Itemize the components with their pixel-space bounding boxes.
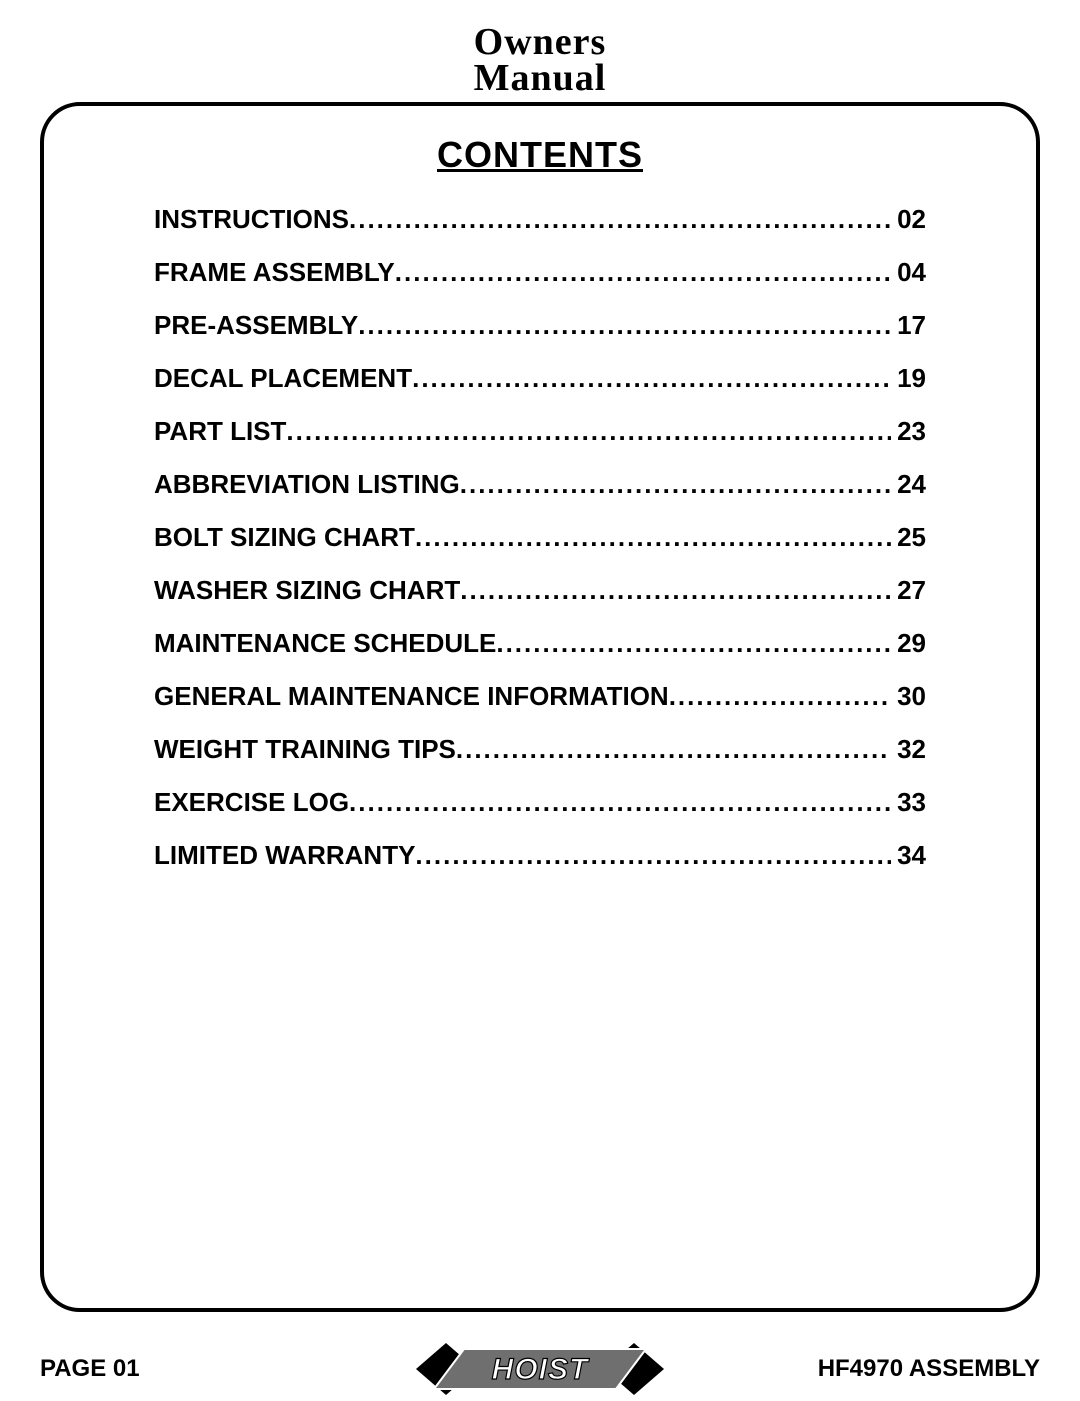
hoist-logo-icon: HOIST (410, 1337, 670, 1401)
toc-label: DECAL PLACEMENT (154, 363, 412, 394)
toc-label: MAINTENANCE SCHEDULE (154, 628, 496, 659)
footer-logo: HOIST (410, 1337, 670, 1401)
toc-row: PART LIST 23 (154, 416, 926, 447)
header-line2: Manual (40, 60, 1040, 96)
content-frame: CONTENTS INSTRUCTIONS 02 FRAME ASSEMBLY … (40, 102, 1040, 1312)
page: Owners Manual CONTENTS INSTRUCTIONS 02 F… (0, 0, 1080, 1397)
toc-page: 04 (891, 257, 926, 288)
toc-dots (460, 469, 891, 500)
toc-label: WASHER SIZING CHART (154, 575, 460, 606)
toc-row: PRE-ASSEMBLY 17 (154, 310, 926, 341)
toc-dots (286, 416, 891, 447)
toc-dots (358, 310, 891, 341)
toc-dots (456, 734, 891, 765)
toc-dots (460, 575, 891, 606)
toc-dots (395, 257, 891, 288)
toc-page: 34 (891, 840, 926, 871)
toc-label: INSTRUCTIONS (154, 204, 349, 235)
toc-row: WEIGHT TRAINING TIPS 32 (154, 734, 926, 765)
toc-dots (412, 363, 891, 394)
toc-row: EXERCISE LOG 33 (154, 787, 926, 818)
toc-page: 27 (891, 575, 926, 606)
toc-dots (415, 840, 891, 871)
contents-title: CONTENTS (104, 134, 976, 176)
toc-page: 32 (891, 734, 926, 765)
toc-row: MAINTENANCE SCHEDULE 29 (154, 628, 926, 659)
toc-page: 19 (891, 363, 926, 394)
toc-label: PART LIST (154, 416, 286, 447)
table-of-contents: INSTRUCTIONS 02 FRAME ASSEMBLY 04 PRE-AS… (154, 204, 926, 871)
toc-row: DECAL PLACEMENT 19 (154, 363, 926, 394)
toc-dots (415, 522, 891, 553)
toc-label: GENERAL MAINTENANCE INFORMATION (154, 681, 669, 712)
toc-dots (669, 681, 891, 712)
toc-page: 23 (891, 416, 926, 447)
toc-label: PRE-ASSEMBLY (154, 310, 358, 341)
toc-dots (496, 628, 891, 659)
toc-page: 33 (891, 787, 926, 818)
toc-label: LIMITED WARRANTY (154, 840, 415, 871)
toc-label: ABBREVIATION LISTING (154, 469, 460, 500)
toc-row: INSTRUCTIONS 02 (154, 204, 926, 235)
toc-row: FRAME ASSEMBLY 04 (154, 257, 926, 288)
footer-assembly-id: HF4970 ASSEMBLY (818, 1355, 1040, 1383)
toc-page: 25 (891, 522, 926, 553)
toc-page: 29 (891, 628, 926, 659)
toc-row: ABBREVIATION LISTING 24 (154, 469, 926, 500)
footer-page-number: PAGE 01 (40, 1355, 140, 1383)
toc-label: EXERCISE LOG (154, 787, 349, 818)
toc-dots (349, 204, 891, 235)
toc-row: WASHER SIZING CHART 27 (154, 575, 926, 606)
header-line1: Owners (40, 24, 1040, 60)
toc-row: BOLT SIZING CHART 25 (154, 522, 926, 553)
svg-text:HOIST: HOIST (492, 1353, 590, 1386)
toc-page: 02 (891, 204, 926, 235)
toc-label: BOLT SIZING CHART (154, 522, 415, 553)
owners-manual-header: Owners Manual (40, 24, 1040, 96)
toc-label: WEIGHT TRAINING TIPS (154, 734, 456, 765)
toc-row: GENERAL MAINTENANCE INFORMATION 30 (154, 681, 926, 712)
toc-page: 17 (891, 310, 926, 341)
toc-page: 24 (891, 469, 926, 500)
page-footer: PAGE 01 HOIST HF4970 ASSEMBLY (40, 1355, 1040, 1383)
toc-row: LIMITED WARRANTY 34 (154, 840, 926, 871)
toc-dots (349, 787, 891, 818)
toc-label: FRAME ASSEMBLY (154, 257, 395, 288)
toc-page: 30 (891, 681, 926, 712)
